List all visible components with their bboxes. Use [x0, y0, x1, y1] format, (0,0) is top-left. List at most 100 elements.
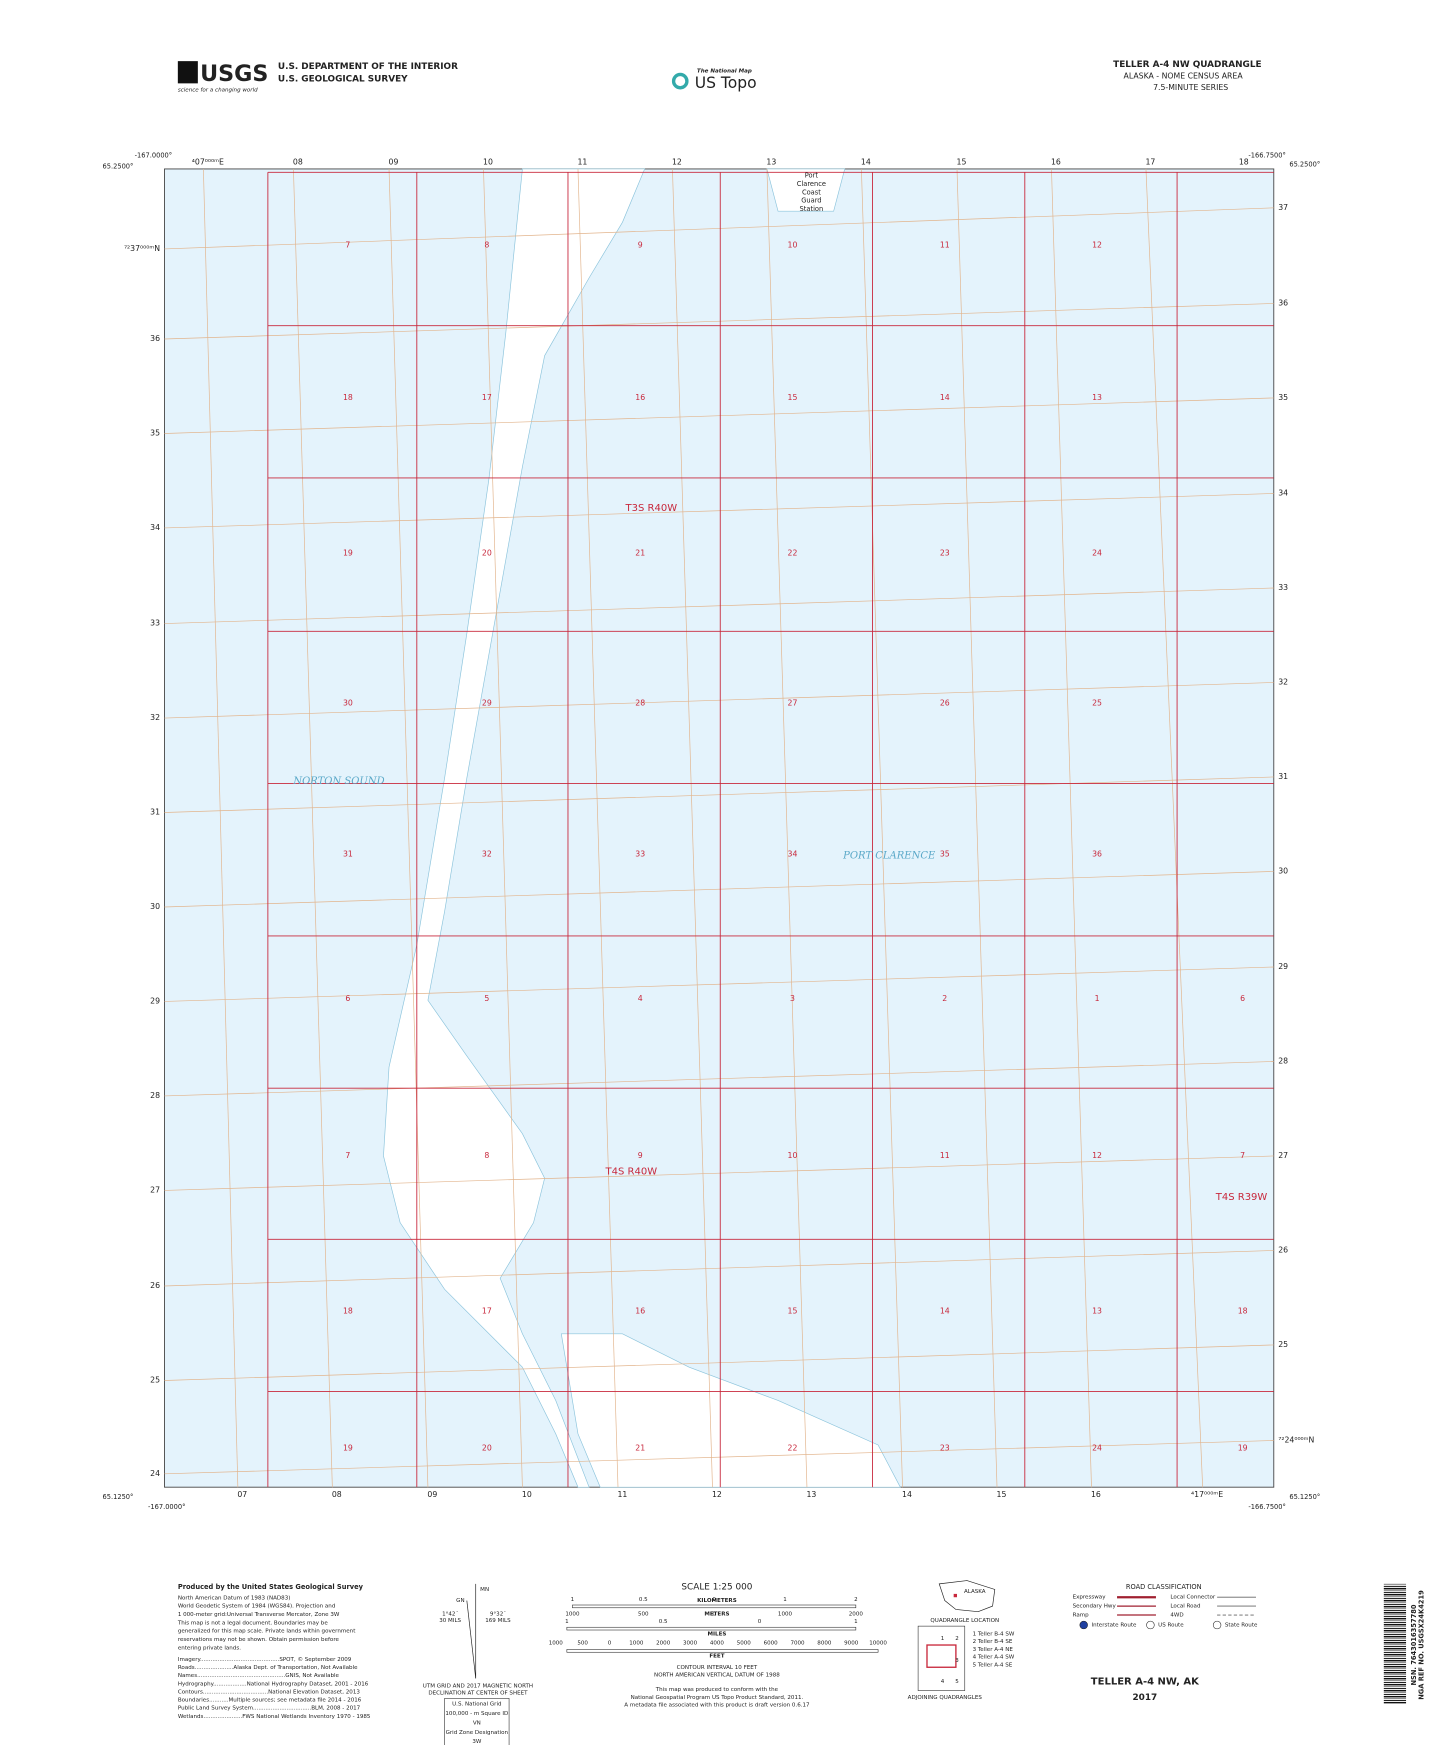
utm-easting-label: 11: [577, 157, 587, 166]
section-number: 26: [940, 699, 950, 708]
scale-number: 2000: [656, 1640, 671, 1646]
section-number: 9: [638, 1151, 643, 1160]
logo-tagline: science for a changing world: [178, 88, 258, 94]
scale-number: 4000: [710, 1640, 725, 1646]
utm-grid-line: [164, 776, 1274, 813]
barcode-bar: [1383, 1675, 1407, 1677]
utm-easting-label: 12: [712, 1490, 722, 1499]
route-legend: Interstate Route: [1091, 1623, 1137, 1629]
road-title: ROAD CLASSIFICATION: [1126, 1583, 1202, 1591]
route-legend: US Route: [1158, 1623, 1184, 1629]
barcode-bar: [1383, 1583, 1407, 1585]
scale-number: 1: [854, 1619, 858, 1625]
credit-line: reservations may not be shown. Obtain pe…: [178, 1637, 340, 1643]
place-name: Coast: [802, 188, 821, 196]
section-number: 29: [482, 699, 492, 708]
utm-grid-line: [203, 168, 239, 1488]
conformance-note: National Geospatial Program US Topo Prod…: [631, 1695, 804, 1701]
utm-grid-line: [956, 168, 998, 1488]
adjoining-cell: 3: [955, 1658, 959, 1664]
us-topo: US Topo: [695, 74, 757, 92]
agency: U.S. DEPARTMENT OF THE INTERIOR: [278, 62, 458, 72]
utm-grid-line: [388, 168, 429, 1488]
barcode-bar: [1383, 1599, 1407, 1602]
utm-grid-line: [1051, 168, 1092, 1488]
utm-northing-label: 27: [150, 1185, 160, 1194]
barcode-bar: [1383, 1585, 1407, 1587]
location-label: ALASKA: [964, 1589, 986, 1595]
utm-easting-label: 08: [293, 157, 303, 166]
road-legend: Local Road: [1170, 1604, 1201, 1610]
scale-number: 0.5: [659, 1619, 668, 1625]
section-number: 17: [482, 393, 492, 402]
contour-note: NORTH AMERICAN VERTICAL DATUM OF 1988: [654, 1673, 780, 1679]
barcode-bar: [1383, 1611, 1407, 1614]
barcode-bar: [1383, 1683, 1407, 1686]
conformance-note: A metadata file associated with this pro…: [624, 1703, 810, 1709]
section-number: 21: [635, 1443, 645, 1452]
barcode-bar: [1383, 1607, 1407, 1609]
utm-grid-line: [293, 168, 333, 1488]
usng-text: VN: [473, 1720, 481, 1726]
scale-number: 1000: [629, 1640, 644, 1646]
section-number: 13: [1092, 393, 1102, 402]
section-number: 17: [482, 1307, 492, 1316]
utm-northing-label: 37: [1278, 203, 1288, 212]
barcode-bar: [1383, 1677, 1407, 1680]
section-number: 1: [1095, 994, 1100, 1003]
scale-number: 2000: [849, 1611, 864, 1617]
section-number: 19: [1238, 1443, 1248, 1452]
barcode-bar: [1383, 1587, 1407, 1590]
barcode-bar: [1383, 1687, 1407, 1689]
utm-easting-label: ⁴07⁰⁰⁰ᵐE: [192, 157, 224, 166]
utm-easting-label: 15: [997, 1490, 1007, 1499]
place-name: Clarence: [797, 180, 826, 188]
credit-line: generalized for this map scale. Private …: [178, 1629, 356, 1635]
source-line: Boundaries...........Multiple sources; s…: [178, 1698, 362, 1704]
scale-number: 9000: [844, 1640, 859, 1646]
utm-northing-label: 32: [150, 713, 160, 722]
utm-grid-line: [577, 168, 619, 1488]
utm-easting-label: 09: [389, 157, 399, 166]
utm-northing-label: 33: [150, 619, 160, 628]
barcode-bar: [1383, 1681, 1407, 1683]
declination-label: 1°42´: [442, 1611, 458, 1617]
national-map: The National Map: [697, 69, 752, 75]
section-number: 20: [482, 549, 492, 558]
adjoining-caption: ADJOINING QUADRANGLES: [908, 1695, 983, 1701]
scale-bar: [566, 1626, 857, 1631]
source-line: Public Land Survey System...............…: [178, 1706, 361, 1712]
source-line: Wetlands......................FWS Nation…: [178, 1714, 371, 1720]
scale-unit: FEET: [709, 1654, 724, 1660]
quad-sub: 7.5-MINUTE SERIES: [1153, 83, 1228, 92]
adjoining-name: 5 Teller A-4 SE: [973, 1663, 1013, 1669]
township-label: T3S R40W: [625, 503, 678, 514]
barcode-bar: [1383, 1603, 1407, 1605]
scale-number: 2: [854, 1597, 858, 1603]
section-number: 18: [1238, 1307, 1248, 1316]
barcode-bar: [1383, 1605, 1407, 1608]
section-number: 9: [638, 241, 643, 250]
road-legend: Expressway: [1073, 1595, 1107, 1601]
utm-northing-label: 36: [1278, 298, 1288, 307]
barcode-bar: [1383, 1639, 1407, 1641]
source-line: Contours................................…: [178, 1689, 361, 1695]
utm-easting-label: 16: [1051, 157, 1061, 166]
section-number: 20: [482, 1443, 492, 1452]
scale-bar: [572, 1604, 857, 1609]
utm-northing-label: 27: [1278, 1151, 1288, 1160]
corner-coordinate: -167.0000°: [148, 1503, 186, 1511]
utm-grid-line: [164, 1250, 1274, 1287]
corner-coordinate: 65.2500°: [1289, 161, 1320, 169]
barcode-bar: [1383, 1673, 1407, 1675]
section-number: 18: [343, 1307, 353, 1316]
utm-northing-label: 25: [1278, 1340, 1288, 1349]
section-number: 15: [788, 1307, 798, 1316]
scale-number: 0.5: [639, 1597, 648, 1603]
utm-northing-label: 26: [150, 1281, 160, 1290]
adjoining-name: 4 Teller A-4 SW: [973, 1655, 1015, 1661]
section-number: 10: [788, 241, 798, 250]
barcode-bar: [1383, 1615, 1407, 1617]
section-number: 11: [940, 1151, 950, 1160]
